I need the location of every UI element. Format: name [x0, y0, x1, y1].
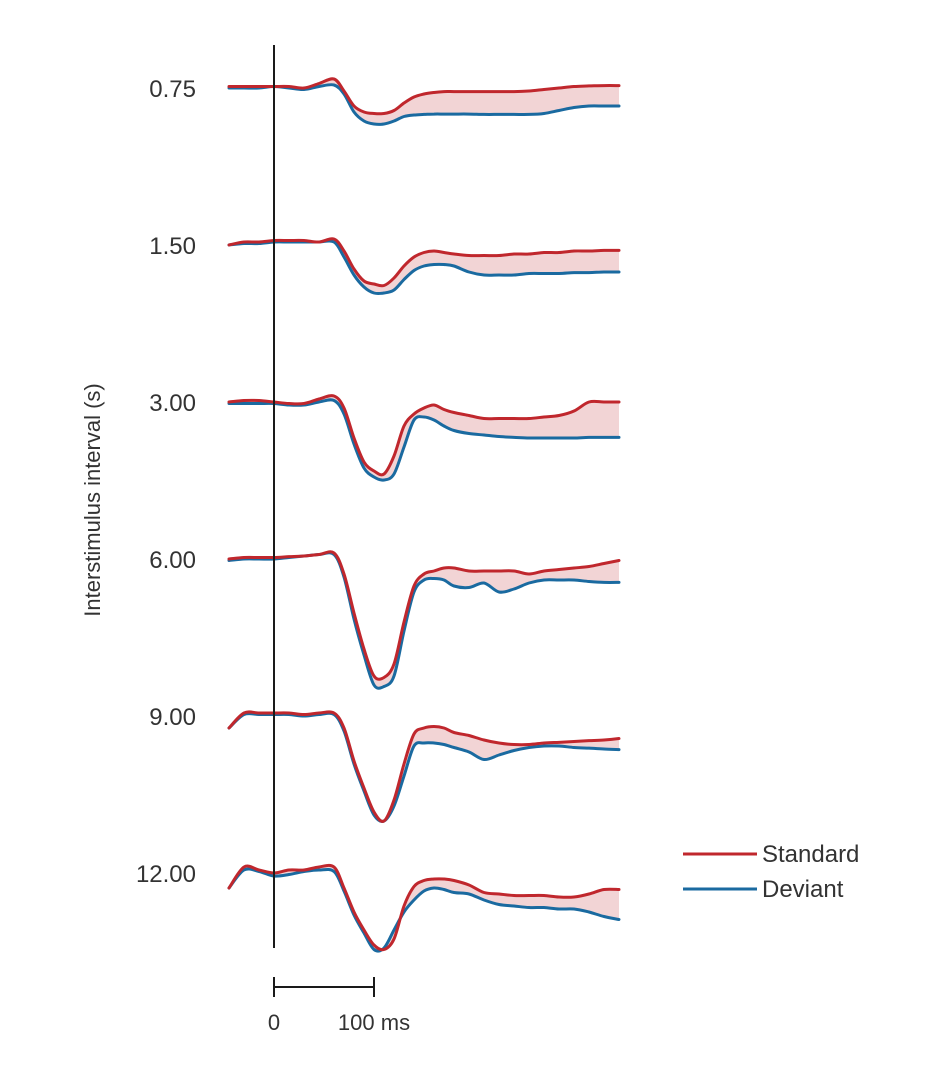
standard-line-12.00	[227, 863, 621, 952]
legend-label-deviant: Deviant	[762, 876, 844, 903]
standard-line-1.50	[227, 237, 621, 288]
row-label-1.50: 1.50	[149, 233, 196, 260]
row-12.00: 12.00	[136, 861, 621, 953]
y-axis-title: Interstimulus interval (s)	[80, 383, 105, 617]
legend: Standard Deviant	[683, 841, 859, 903]
row-label-3.00: 3.00	[149, 390, 196, 417]
standard-line-9.00	[227, 710, 621, 823]
row-0.75: 0.75	[149, 76, 621, 126]
scale-bar-label-start: 0	[268, 1010, 280, 1035]
row-label-0.75: 0.75	[149, 76, 196, 103]
standard-line-3.00	[227, 394, 621, 477]
standard-line-0.75	[227, 77, 621, 116]
row-1.50: 1.50	[149, 233, 621, 296]
row-9.00: 9.00	[149, 704, 621, 823]
waveform-rows: 0.75 1.50 3.00 6.00 9.00 12.00	[136, 76, 621, 953]
row-label-6.00: 6.00	[149, 547, 196, 574]
difference-area-9.00	[229, 711, 619, 822]
difference-area-1.50	[229, 238, 619, 294]
legend-label-standard: Standard	[762, 841, 859, 868]
row-6.00: 6.00	[149, 547, 621, 690]
scale-bar: 0 100 ms	[268, 977, 410, 1035]
row-3.00: 3.00	[149, 390, 621, 482]
row-label-9.00: 9.00	[149, 704, 196, 731]
row-label-12.00: 12.00	[136, 861, 196, 888]
scale-bar-label-end: 100 ms	[338, 1010, 410, 1035]
standard-line-6.00	[227, 550, 621, 681]
